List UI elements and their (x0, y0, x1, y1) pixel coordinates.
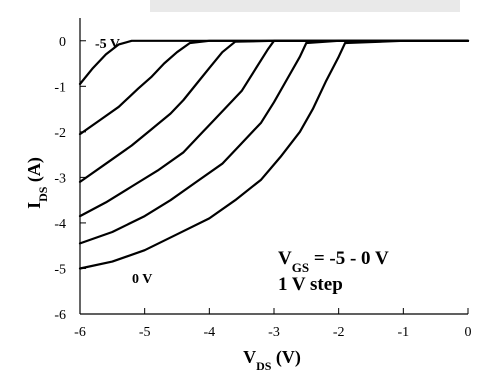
legend-line-1: VGS = -5 - 0 V (278, 248, 389, 275)
x-axis-title-sub: DS (256, 359, 272, 373)
x-axis-title-main: V (243, 347, 256, 367)
y-axis-title: IDS (A) (24, 157, 50, 209)
y-axis-title-sub: DS (36, 186, 50, 202)
x-tick-label: -4 (203, 325, 215, 340)
iv-curve-5 (78, 39, 470, 245)
x-tick-label: 0 (465, 325, 472, 340)
x-tick-label: -3 (268, 325, 280, 340)
legend-box (270, 241, 440, 299)
y-tick-label: -6 (54, 308, 66, 323)
y-axis-title-main: I (24, 202, 44, 209)
x-axis-title-unit: (V) (271, 347, 301, 368)
legend-vgs-sub: GS (292, 260, 309, 275)
y-tick-label: -5 (54, 262, 66, 277)
legend-vgs-main: V (278, 248, 292, 269)
bottom-curve-label: 0 V (132, 272, 152, 287)
curves (78, 39, 470, 270)
y-tick-label: -1 (54, 80, 66, 95)
y-tick-label: -3 (54, 171, 66, 186)
x-axis-title: VDS (V) (243, 347, 301, 373)
y-axis-title-unit: (A) (24, 157, 45, 187)
legend-line-2: 1 V step (278, 274, 343, 295)
x-tick-label: -5 (139, 325, 151, 340)
legend-vgs-rest: = -5 - 0 V (309, 248, 389, 269)
x-tick-label: -6 (74, 325, 86, 340)
x-tick-label: -1 (397, 325, 409, 340)
y-tick-label: -2 (54, 126, 66, 141)
top-bar (150, 0, 460, 12)
y-tick-label: -4 (54, 217, 66, 232)
top-curve-label: -5 V (95, 37, 120, 52)
iv-curve-6 (78, 39, 470, 270)
ticks: -6 -5 -4 -3 -2 -1 0 0 -1 -2 -3 -4 -5 -6 (54, 35, 471, 340)
x-tick-label: -2 (333, 325, 345, 340)
y-tick-label: 0 (59, 35, 66, 50)
